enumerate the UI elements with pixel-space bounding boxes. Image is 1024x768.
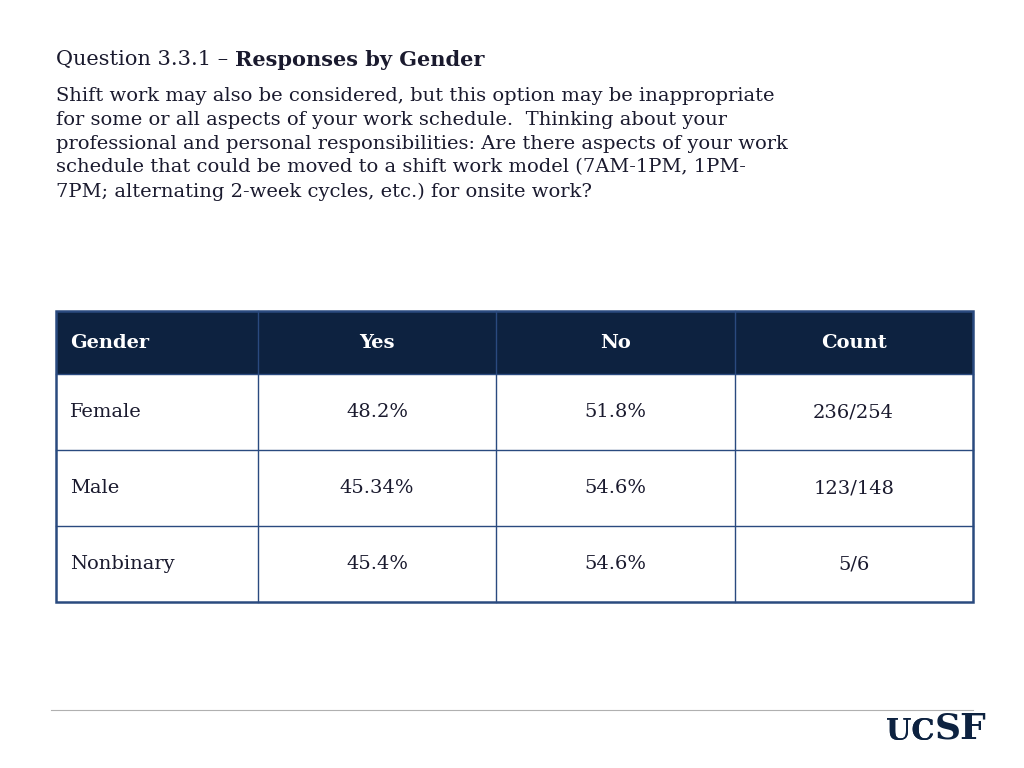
Text: UC: UC [886, 717, 934, 746]
Text: UC: UC [886, 717, 934, 746]
Text: SF: SF [934, 712, 986, 746]
FancyBboxPatch shape [56, 526, 973, 602]
Text: Gender: Gender [70, 333, 148, 352]
Text: 5/6: 5/6 [838, 555, 869, 573]
FancyBboxPatch shape [56, 450, 973, 526]
Text: 123/148: 123/148 [813, 479, 894, 497]
Text: Male: Male [70, 479, 119, 497]
Text: 54.6%: 54.6% [585, 555, 646, 573]
Text: Count: Count [821, 333, 887, 352]
Text: Female: Female [70, 403, 141, 421]
Text: 48.2%: 48.2% [346, 403, 409, 421]
Text: 236/254: 236/254 [813, 403, 894, 421]
Text: Yes: Yes [359, 333, 395, 352]
Text: Question 3.3.1 –: Question 3.3.1 – [56, 50, 236, 69]
FancyBboxPatch shape [56, 311, 973, 374]
Text: 45.4%: 45.4% [346, 555, 409, 573]
Text: Nonbinary: Nonbinary [70, 555, 174, 573]
Text: Shift work may also be considered, but this option may be inappropriate
for some: Shift work may also be considered, but t… [56, 87, 788, 200]
Text: No: No [600, 333, 631, 352]
Text: 45.34%: 45.34% [340, 479, 415, 497]
Text: 51.8%: 51.8% [585, 403, 646, 421]
Text: 54.6%: 54.6% [585, 479, 646, 497]
FancyBboxPatch shape [56, 374, 973, 450]
Text: Responses by Gender: Responses by Gender [236, 50, 484, 70]
